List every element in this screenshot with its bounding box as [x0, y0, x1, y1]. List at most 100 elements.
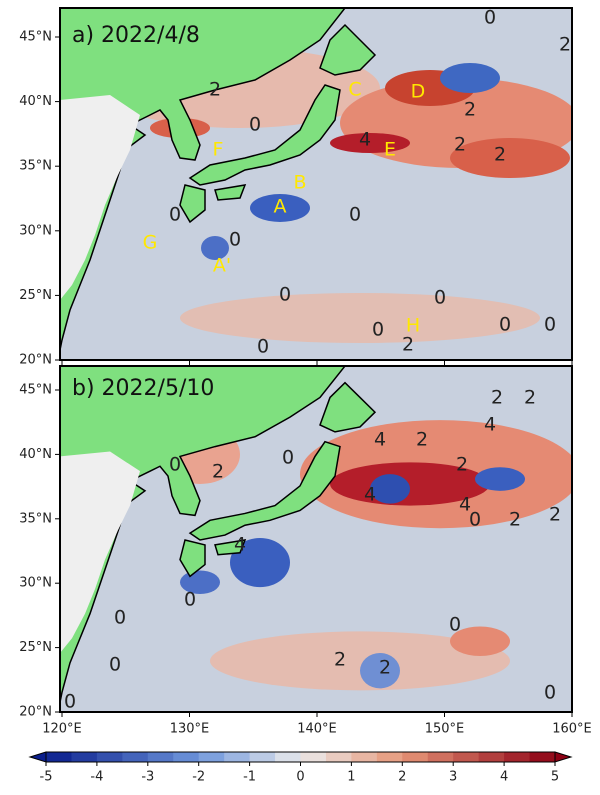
lat-tick-label: 45°N — [19, 383, 52, 398]
colorbar-tick-label: 4 — [500, 770, 508, 785]
colorbar-tick-label: 5 — [551, 770, 559, 785]
contour-label: 4 — [484, 414, 496, 436]
colorbar-segment — [478, 752, 505, 762]
contour-label: 2 — [464, 99, 476, 121]
lat-tick-label: 30°N — [19, 576, 52, 591]
contour-label: 4 — [374, 429, 386, 451]
colorbar-tick-label: 0 — [296, 770, 304, 785]
panel-title: b) 2022/5/10 — [72, 376, 214, 401]
contour-label: 0 — [114, 607, 126, 629]
panel-title: a) 2022/4/8 — [72, 23, 200, 48]
lat-tick-label: 25°N — [19, 288, 52, 303]
colorbar-segment — [173, 752, 200, 762]
contour-label: 0 — [169, 204, 181, 226]
contour-label: 2 — [509, 509, 521, 531]
panel-a: a) 2022/4/8 — [59, 7, 573, 361]
colorbar-tick-label: 1 — [347, 770, 355, 785]
contour-label: 2 — [379, 657, 391, 679]
annotation-letter: G — [143, 232, 158, 254]
contour-label: 0 — [434, 287, 446, 309]
colorbar-segment — [453, 752, 480, 762]
contour-label: 2 — [559, 34, 571, 56]
colorbar-segment — [300, 752, 327, 762]
lat-tick-label: 35°N — [19, 511, 52, 526]
contour-label: 4 — [234, 534, 246, 556]
contour-label: 4 — [364, 484, 376, 506]
colorbar-segment — [402, 752, 429, 762]
annotation-letter: A — [274, 196, 287, 218]
annotation-letter: E — [384, 139, 396, 161]
contour-label: 0 — [229, 229, 241, 251]
contour-label: 2 — [494, 144, 506, 166]
colorbar-segment — [376, 752, 403, 762]
contour-label: 2 — [334, 649, 346, 671]
annotation-letter: F — [213, 139, 224, 161]
contour-label: 0 — [484, 7, 496, 29]
panel-b: b) 2022/5/10 — [59, 365, 573, 713]
lat-tick-label: 20°N — [19, 353, 52, 368]
contour-label: 0 — [169, 454, 181, 476]
colorbar-segment — [249, 752, 276, 762]
colorbar-segment — [504, 752, 531, 762]
annotation-letter: H — [406, 315, 420, 337]
colorbar-tick-label: -2 — [192, 770, 205, 785]
colorbar-tick-label: -1 — [243, 770, 256, 785]
colorbar-tick-label: -5 — [40, 770, 53, 785]
contour-label: 2 — [402, 334, 414, 356]
colorbar-segment — [325, 752, 352, 762]
contour-label: 2 — [416, 429, 428, 451]
contour-label: 0 — [257, 336, 269, 358]
lon-tick-label: 160°E — [552, 722, 592, 737]
colorbar-arrow-right — [554, 751, 573, 763]
contour-label: 0 — [544, 314, 556, 336]
map-border — [59, 7, 573, 361]
annotation-letter: C — [348, 79, 361, 101]
contour-label: 0 — [499, 314, 511, 336]
colorbar-arrow-left — [28, 751, 47, 763]
colorbar-segment — [529, 752, 556, 762]
contour-label: 4 — [359, 129, 371, 151]
annotation-letter: A' — [213, 255, 231, 277]
colorbar-segment — [46, 752, 72, 762]
colorbar-segment — [122, 752, 149, 762]
contour-label: 0 — [449, 614, 461, 636]
contour-label: 0 — [64, 691, 76, 713]
contour-label: 0 — [282, 447, 294, 469]
overlays: 45°N 40°N 35°N 30°N 25°N 20°N 45°N 40°N 35°N 30°N… — [19, 7, 592, 785]
colorbar-segment — [71, 752, 98, 762]
colorbar-segment — [224, 752, 251, 762]
lon-tick-label: 130°E — [170, 722, 210, 737]
colorbar-segment — [275, 752, 301, 762]
contour-label: 2 — [454, 134, 466, 156]
map-border — [59, 365, 573, 713]
lon-tick-label: 120°E — [42, 722, 82, 737]
lat-tick-label: 40°N — [19, 94, 52, 109]
colorbar-tick-label: 2 — [398, 770, 406, 785]
contour-label: 0 — [184, 589, 196, 611]
contour-label: 4 — [459, 494, 471, 516]
contour-label: 2 — [491, 387, 503, 409]
contour-label: 0 — [349, 204, 361, 226]
contour-label: 2 — [209, 79, 221, 101]
colorbar-tick-label: 3 — [449, 770, 457, 785]
colorbar-segment — [198, 752, 225, 762]
contour-label: 0 — [279, 284, 291, 306]
contour-label: 2 — [212, 461, 224, 483]
lat-tick-label: 20°N — [19, 705, 52, 720]
colorbar-segment — [427, 752, 454, 762]
contour-label: 0 — [372, 319, 384, 341]
annotation-letter: B — [293, 172, 306, 194]
contour-label: 2 — [524, 387, 536, 409]
lat-tick-label: 35°N — [19, 159, 52, 174]
annotation-letter: D — [411, 81, 426, 103]
colorbar-segment — [96, 752, 123, 762]
contour-label: 2 — [456, 454, 468, 476]
contour-label: 0 — [469, 509, 481, 531]
lat-tick-label: 30°N — [19, 223, 52, 238]
colorbar-tick-label: -4 — [90, 770, 103, 785]
colorbar-tick-label: -3 — [141, 770, 154, 785]
lat-tick-label: 40°N — [19, 447, 52, 462]
contour-label: 0 — [544, 682, 556, 704]
contour-label: 0 — [249, 114, 261, 136]
